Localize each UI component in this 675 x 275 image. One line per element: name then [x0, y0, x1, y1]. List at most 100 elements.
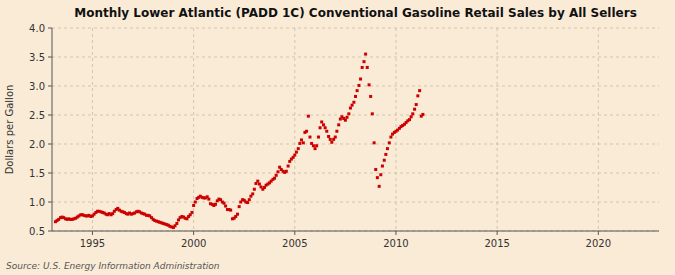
point: [194, 201, 197, 204]
y-tick-label: 0.5: [29, 226, 45, 237]
point: [383, 159, 386, 162]
point: [364, 53, 367, 56]
point: [222, 202, 225, 205]
x-tick-label: 2005: [282, 238, 307, 249]
y-tick: [48, 86, 52, 87]
y-tick: [48, 173, 52, 174]
point: [381, 165, 384, 168]
point: [287, 165, 290, 168]
point: [335, 130, 338, 133]
y-tick: [48, 28, 52, 29]
point: [315, 144, 318, 147]
x-axis: [52, 231, 659, 232]
y-tick-label: 2.5: [29, 110, 45, 121]
point: [378, 185, 381, 188]
point: [248, 198, 251, 201]
x-tick: [193, 231, 194, 235]
grid-line: [52, 28, 659, 29]
point: [356, 89, 359, 92]
points: [54, 53, 424, 229]
point: [300, 138, 303, 141]
y-tick-label: 1.0: [29, 197, 45, 208]
y-axis-label: Dollars per Gallon: [4, 85, 15, 175]
point: [302, 141, 305, 144]
y-tick-label: 4.0: [29, 23, 45, 34]
point: [354, 95, 357, 98]
grid-line: [497, 28, 498, 231]
point: [347, 112, 350, 115]
point: [305, 130, 308, 133]
point: [415, 103, 418, 106]
point: [295, 151, 298, 154]
x-tick-label: 2010: [383, 238, 408, 249]
point: [320, 120, 323, 123]
x-tick: [395, 231, 396, 235]
point: [298, 142, 301, 145]
y-tick-label: 1.5: [29, 168, 45, 179]
point: [421, 113, 424, 116]
point: [357, 84, 360, 87]
point: [384, 153, 387, 156]
x-tick: [598, 231, 599, 235]
point: [175, 222, 178, 225]
point: [312, 144, 315, 147]
point: [349, 107, 352, 110]
point: [256, 180, 259, 183]
y-tick: [48, 202, 52, 203]
grid-line: [52, 202, 659, 203]
y-tick-label: 2.0: [29, 139, 45, 150]
point: [359, 78, 362, 81]
point: [277, 170, 280, 173]
point: [346, 116, 349, 119]
point: [416, 94, 419, 97]
x-tick-label: 1995: [80, 238, 105, 249]
point: [410, 115, 413, 118]
point: [319, 126, 322, 129]
point: [418, 89, 421, 92]
point: [224, 205, 227, 208]
point: [373, 141, 376, 144]
point: [351, 104, 354, 107]
point: [275, 174, 278, 177]
point: [192, 204, 195, 207]
x-tick: [497, 231, 498, 235]
point: [207, 198, 210, 201]
source: Source: U.S. Energy Information Administ…: [6, 261, 220, 271]
point: [322, 123, 325, 126]
grid-line: [52, 57, 659, 58]
y-tick-label: 3.5: [29, 52, 45, 63]
point: [307, 115, 310, 118]
title: Monthly Lower Atlantic (PADD 1C) Convent…: [74, 6, 637, 20]
x-tick: [294, 231, 295, 235]
y-tick: [48, 57, 52, 58]
point: [408, 118, 411, 121]
grid-line: [52, 115, 659, 116]
point: [344, 119, 347, 122]
point: [379, 173, 382, 176]
point: [246, 201, 249, 204]
point: [308, 136, 311, 139]
point: [361, 66, 364, 69]
point: [314, 147, 317, 150]
point: [236, 213, 239, 216]
x-tick-label: 2000: [181, 238, 206, 249]
point: [325, 130, 328, 133]
point: [362, 60, 365, 63]
point: [191, 211, 194, 214]
point: [366, 66, 369, 69]
point: [389, 136, 392, 139]
point: [352, 101, 355, 104]
point: [253, 188, 256, 191]
grid-line: [52, 144, 659, 145]
grid-line: [52, 173, 659, 174]
point: [386, 147, 389, 150]
point: [334, 136, 337, 139]
chart: 0.51.01.52.02.53.03.54.01995200020052010…: [0, 0, 675, 275]
point: [251, 192, 254, 195]
point: [369, 95, 372, 98]
grid-line: [598, 28, 599, 231]
y-tick: [48, 231, 52, 232]
point: [229, 209, 232, 212]
x-tick-label: 2020: [586, 238, 611, 249]
point: [329, 138, 332, 141]
